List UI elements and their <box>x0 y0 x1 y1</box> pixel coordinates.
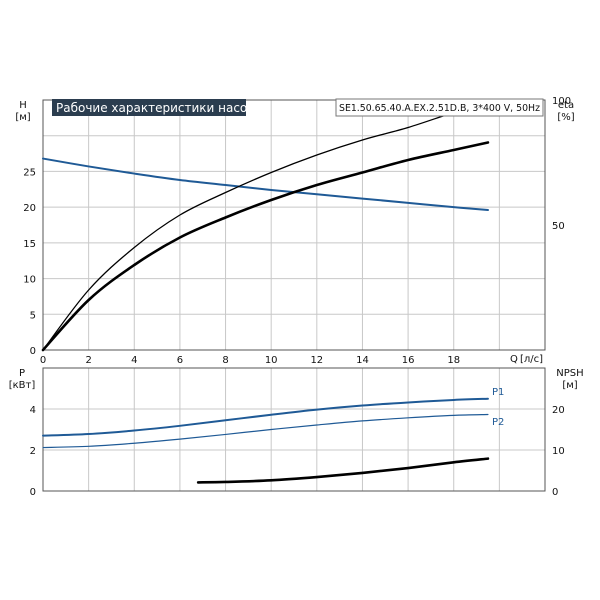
top-y-tick-label: 5 <box>30 310 36 321</box>
x-tick-label: 10 <box>265 355 278 366</box>
bottom-y-tick-label: 4 <box>30 405 36 416</box>
bottom-y2-axis-label: NPSH <box>556 368 583 379</box>
x-tick-label: 6 <box>177 355 183 366</box>
top-y-tick-label: 25 <box>23 167 36 178</box>
pump-model-label: SE1.50.65.40.A.EX.2.51D.B, 3*400 V, 50Hz <box>339 103 540 114</box>
top-y-tick-label: 10 <box>23 275 36 286</box>
x-axis-unit: [л/с] <box>520 354 543 365</box>
top-y2-tick-label: 50 <box>552 221 565 232</box>
model-box-frame <box>335 98 544 117</box>
bottom-series-1-line <box>42 413 489 449</box>
x-tick-label: 8 <box>222 355 228 366</box>
top-y-tick-label: 15 <box>23 239 36 250</box>
bottom-y2-tick-label: 20 <box>552 405 565 416</box>
top-chart-grid <box>42 99 546 351</box>
chart-title: Рабочие характеристики насоса <box>56 101 261 115</box>
bottom-y-axis-unit: [кВт] <box>9 380 36 391</box>
bottom-y-tick-label: 0 <box>30 487 36 498</box>
x-tick-label: 16 <box>402 355 415 366</box>
x-axis-label: Q <box>510 354 518 365</box>
top-series-0-line <box>42 157 489 211</box>
p2-series-label: P2 <box>492 417 504 428</box>
bottom-chart-grid <box>42 367 546 492</box>
top-y2-axis-label: eta <box>558 100 574 111</box>
x-tick-label: 0 <box>40 355 46 366</box>
bottom-y2-tick-label: 10 <box>552 446 565 457</box>
x-tick-label: 4 <box>131 355 137 366</box>
top-y-tick-label: 0 <box>30 346 36 357</box>
x-tick-label: 14 <box>356 355 369 366</box>
top-y-tick-label: 20 <box>23 203 36 214</box>
top-y2-tick-label: 100 <box>552 96 571 107</box>
x-tick-label: 2 <box>85 355 91 366</box>
bottom-y2-tick-label: 0 <box>552 487 558 498</box>
model-box: SE1.50.65.40.A.EX.2.51D.B, 3*400 V, 50Hz <box>335 98 544 117</box>
x-tick-label: 12 <box>310 355 323 366</box>
top-y-axis-unit: [м] <box>15 112 30 123</box>
top-series-1-line <box>42 101 489 351</box>
top-y-axis-label: H <box>19 100 27 111</box>
p1-series-label: P1 <box>492 387 504 398</box>
bottom-series-0-line <box>42 397 489 437</box>
bottom-chart-frame <box>42 367 546 492</box>
bottom-y2-axis-unit: [м] <box>562 380 577 391</box>
chart-title-background <box>52 99 246 116</box>
bottom-chart-series <box>42 397 490 484</box>
top-y2-axis-unit: [%] <box>557 112 574 123</box>
x-tick-label: 18 <box>447 355 460 366</box>
top-chart-frame <box>42 99 546 351</box>
chart-title-box: Рабочие характеристики насоса <box>52 99 261 116</box>
bottom-y-tick-label: 2 <box>30 446 36 457</box>
top-chart-series <box>41 101 490 352</box>
top-series-2-line <box>41 141 490 352</box>
bottom-y-axis-label: P <box>19 368 25 379</box>
bottom-series-2-line <box>196 457 490 484</box>
